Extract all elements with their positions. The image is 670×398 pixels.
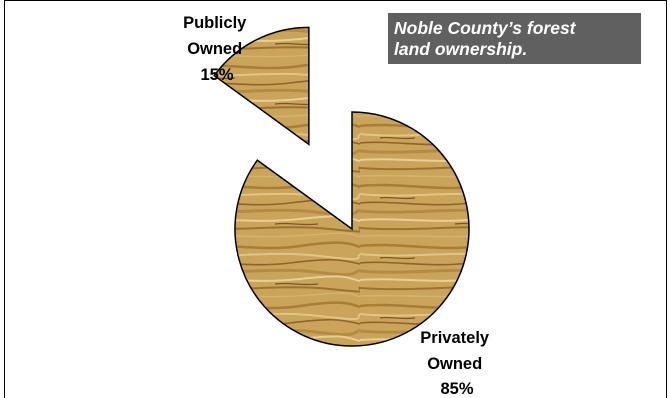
chart-title: Noble County’s forest land ownership. — [388, 13, 641, 64]
chart-title-line-1: Noble County’s forest — [394, 18, 576, 38]
slice-label-privately-owned: Privately Owned 85% — [420, 329, 493, 398]
chart-title-line-2: land ownership. — [394, 39, 528, 59]
slice-label-privately-owned-line-1: Privately — [420, 329, 490, 347]
slice-label-publicly-owned-line-2: Owned — [187, 40, 242, 58]
slice-label-publicly-owned: Publicly Owned 15% — [183, 14, 251, 84]
pie-slice-privately-owned — [234, 111, 470, 347]
pie-slice-publicly-owned — [213, 26, 310, 146]
slice-label-privately-owned-line-2: Owned — [427, 355, 482, 373]
slice-label-publicly-owned-line-3: 15% — [200, 66, 233, 84]
slice-label-publicly-owned-line-1: Publicly — [183, 14, 247, 32]
slice-label-privately-owned-line-3: 85% — [440, 380, 473, 398]
